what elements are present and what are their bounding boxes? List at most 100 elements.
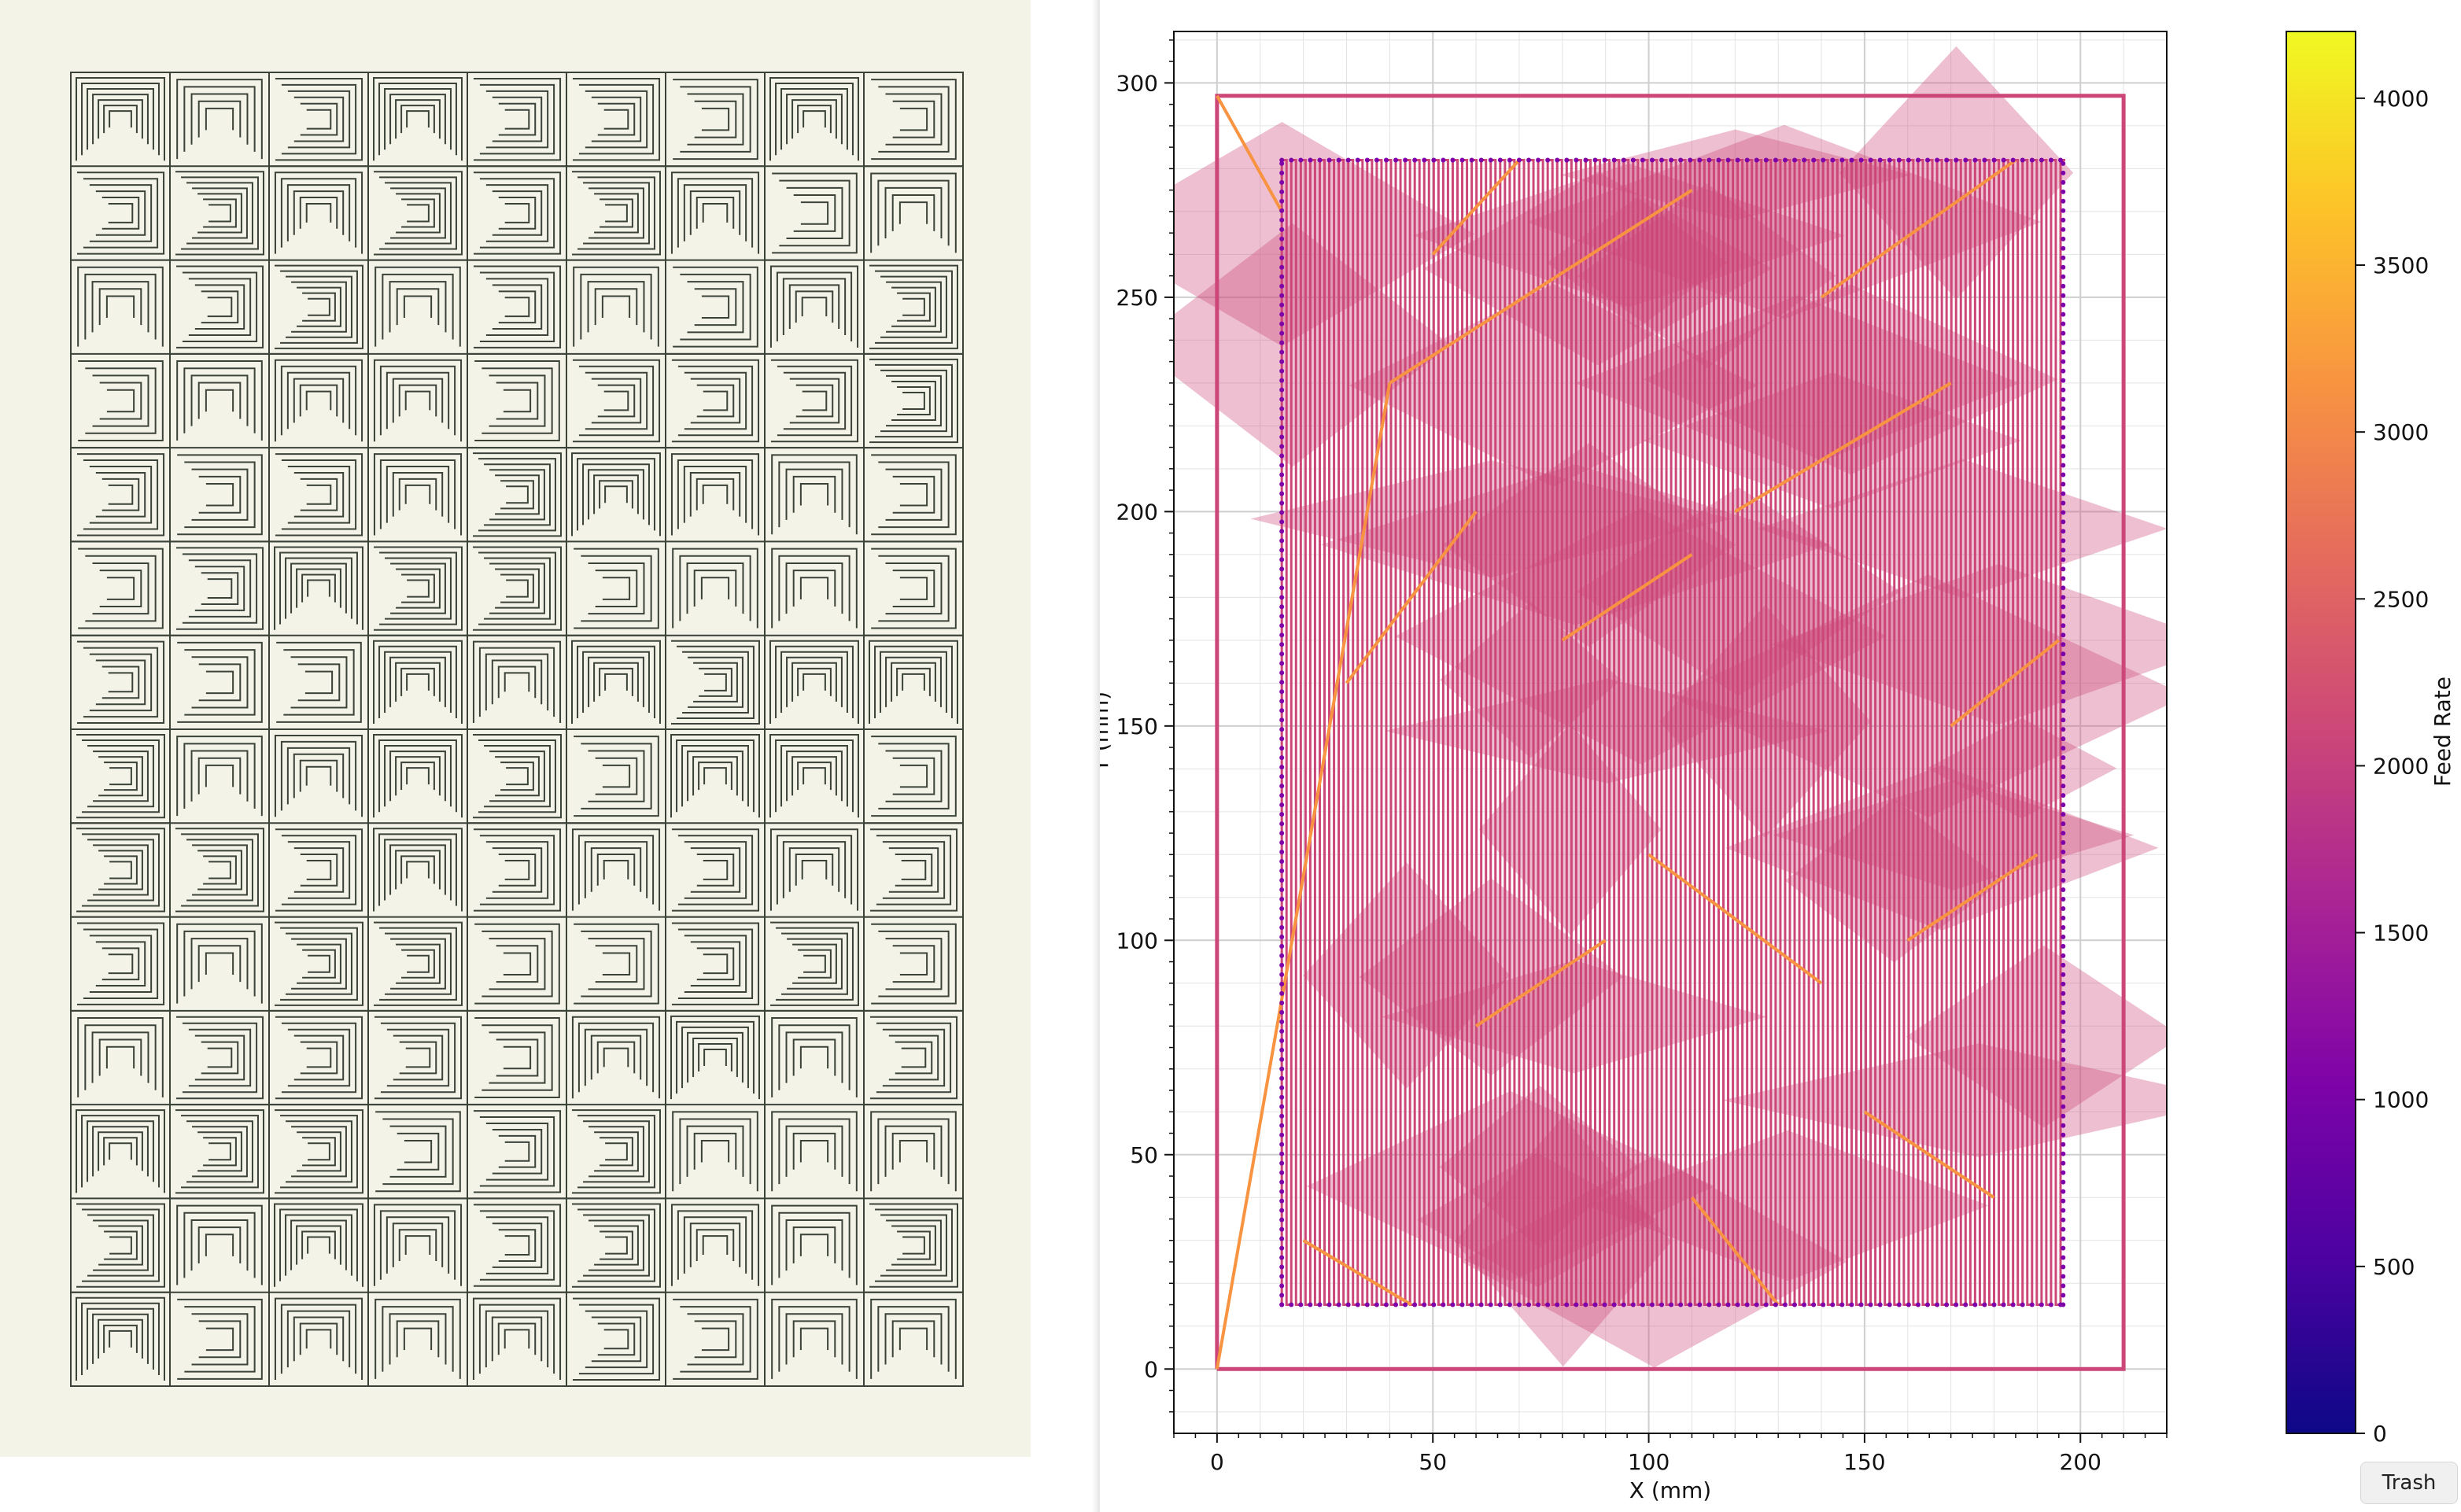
turn-point	[1336, 1302, 1341, 1307]
turn-point	[1279, 1236, 1285, 1241]
turn-point	[1583, 1302, 1588, 1307]
maze-cell	[666, 259, 766, 355]
turn-point	[2061, 924, 2066, 930]
turn-point	[1858, 1302, 1864, 1307]
turn-point	[1279, 915, 1285, 920]
maze-cell	[666, 1291, 766, 1387]
turn-point	[2061, 1028, 2066, 1034]
x-tick-label: 0	[1210, 1449, 1224, 1475]
turn-point	[2061, 1255, 2066, 1260]
maze-cell	[566, 259, 666, 354]
turn-point	[1497, 157, 1503, 163]
turn-point	[1611, 1302, 1617, 1307]
turn-point	[2061, 340, 2066, 345]
turn-point	[1583, 157, 1588, 163]
turn-point	[1925, 1302, 1931, 1307]
maze-cell	[566, 72, 666, 168]
turn-point	[2061, 1302, 2066, 1307]
maze-cell	[765, 352, 865, 449]
turn-point	[1279, 604, 1285, 610]
turn-point	[2061, 481, 2066, 487]
turn-point	[2061, 245, 2066, 251]
turn-point	[1669, 1302, 1674, 1307]
maze-cell	[864, 916, 964, 1012]
turn-point	[1279, 1160, 1285, 1166]
turn-point	[2061, 1000, 2066, 1005]
maze-cell	[764, 1291, 865, 1386]
turn-point	[2020, 1302, 2025, 1307]
turn-point	[1279, 368, 1285, 374]
turn-point	[1802, 157, 1807, 163]
turn-point	[1279, 831, 1285, 836]
turn-point	[2061, 953, 2066, 958]
turn-point	[2029, 1302, 2035, 1307]
turn-point	[2061, 878, 2066, 883]
colorbar-tick-label: 1500	[2373, 920, 2429, 946]
turn-point	[1279, 896, 1285, 902]
maze-cell	[665, 447, 766, 542]
turn-point	[2061, 1094, 2066, 1100]
turn-point	[1868, 1302, 1873, 1307]
turn-point	[2061, 1236, 2066, 1241]
turn-point	[1279, 283, 1285, 289]
turn-point	[2061, 1066, 2066, 1071]
turn-point	[1279, 1057, 1285, 1062]
turn-point	[1279, 217, 1285, 223]
turn-point	[1279, 1283, 1285, 1289]
maze-cell	[367, 822, 468, 917]
turn-point	[1279, 396, 1285, 402]
turn-point	[1308, 157, 1313, 163]
turn-point	[2061, 434, 2066, 440]
turn-point	[2061, 1141, 2066, 1147]
turn-point	[1279, 943, 1285, 949]
turn-point	[1279, 189, 1285, 194]
dense-drawing-region	[1381, 960, 1767, 1074]
turn-point	[1811, 157, 1817, 163]
turn-point	[1792, 157, 1798, 163]
turn-point	[2048, 157, 2053, 163]
turn-point	[1279, 321, 1285, 326]
turn-point	[1659, 157, 1665, 163]
turn-point	[1716, 157, 1721, 163]
turn-point	[2061, 614, 2066, 619]
maze-cell	[566, 1009, 666, 1105]
turn-point	[1754, 157, 1759, 163]
maze-outline	[70, 72, 964, 1387]
turn-point	[1450, 157, 1456, 163]
turn-point	[1802, 1302, 1807, 1307]
turn-point	[2061, 1123, 2066, 1128]
turn-point	[2061, 840, 2066, 846]
turn-point	[1279, 1274, 1285, 1279]
turn-point	[1488, 1302, 1493, 1307]
turn-point	[1279, 1179, 1285, 1185]
turn-point	[1459, 1302, 1465, 1307]
dense-drawing-region	[1395, 507, 1887, 765]
maze-cell	[566, 634, 666, 729]
travel-move	[1647, 853, 1823, 985]
panel-divider[interactable]	[1092, 0, 1101, 1512]
turn-point	[1298, 157, 1304, 163]
turn-point	[2010, 1302, 2016, 1307]
dense-drawing-region	[1771, 563, 2167, 725]
maze-cell	[367, 259, 468, 354]
turn-point	[2061, 802, 2066, 808]
paper-border-path	[1215, 94, 2126, 1371]
maze-cell	[70, 259, 171, 354]
maze-cell	[864, 352, 964, 449]
turn-point	[2061, 717, 2066, 723]
x-tick-label: 100	[1628, 1449, 1670, 1475]
turn-point	[2061, 943, 2066, 949]
turn-point	[2061, 765, 2066, 770]
turn-point	[1279, 1132, 1285, 1138]
x-tick-label: 150	[1843, 1449, 1885, 1475]
turn-point	[1279, 500, 1285, 506]
trash-button[interactable]: Trash	[2360, 1462, 2458, 1504]
turn-point	[1536, 157, 1541, 163]
turn-point	[2061, 896, 2066, 902]
turn-point	[2061, 548, 2066, 553]
maze-cell	[467, 165, 567, 261]
turn-point	[1773, 1302, 1778, 1307]
travel-move	[1734, 382, 1952, 514]
turn-point	[1564, 157, 1570, 163]
turn-point	[2061, 868, 2066, 874]
